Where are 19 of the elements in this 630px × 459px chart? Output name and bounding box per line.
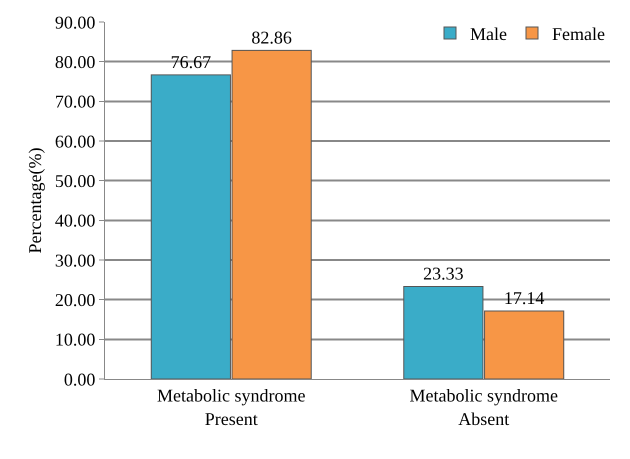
y-tick-label: 80.00	[54, 52, 96, 72]
y-tick-label: 50.00	[54, 170, 96, 191]
y-tick-label: 70.00	[54, 92, 96, 112]
y-tick-label: 40.00	[54, 210, 96, 231]
y-tick-label: 30.00	[54, 250, 96, 270]
data-label: 23.33	[423, 263, 464, 284]
y-tick-label: 10.00	[54, 330, 96, 350]
y-tick-label: 60.00	[54, 131, 96, 152]
x-tick-label: Metabolic syndrome Absent	[410, 386, 558, 429]
y-tick-label: 20.00	[54, 290, 96, 310]
data-label: 76.67	[170, 52, 212, 72]
y-tick-label: 0.00	[64, 369, 96, 390]
data-label: 82.86	[251, 27, 292, 48]
legend-label: Female	[552, 24, 605, 44]
y-tick-label: 90.00	[54, 12, 96, 32]
data-label: 17.14	[504, 288, 544, 308]
y-axis-title: Percentage(%)	[25, 148, 46, 254]
legend-label: Male	[470, 24, 507, 44]
x-tick-label: Metabolic syndrome Present	[157, 386, 306, 429]
